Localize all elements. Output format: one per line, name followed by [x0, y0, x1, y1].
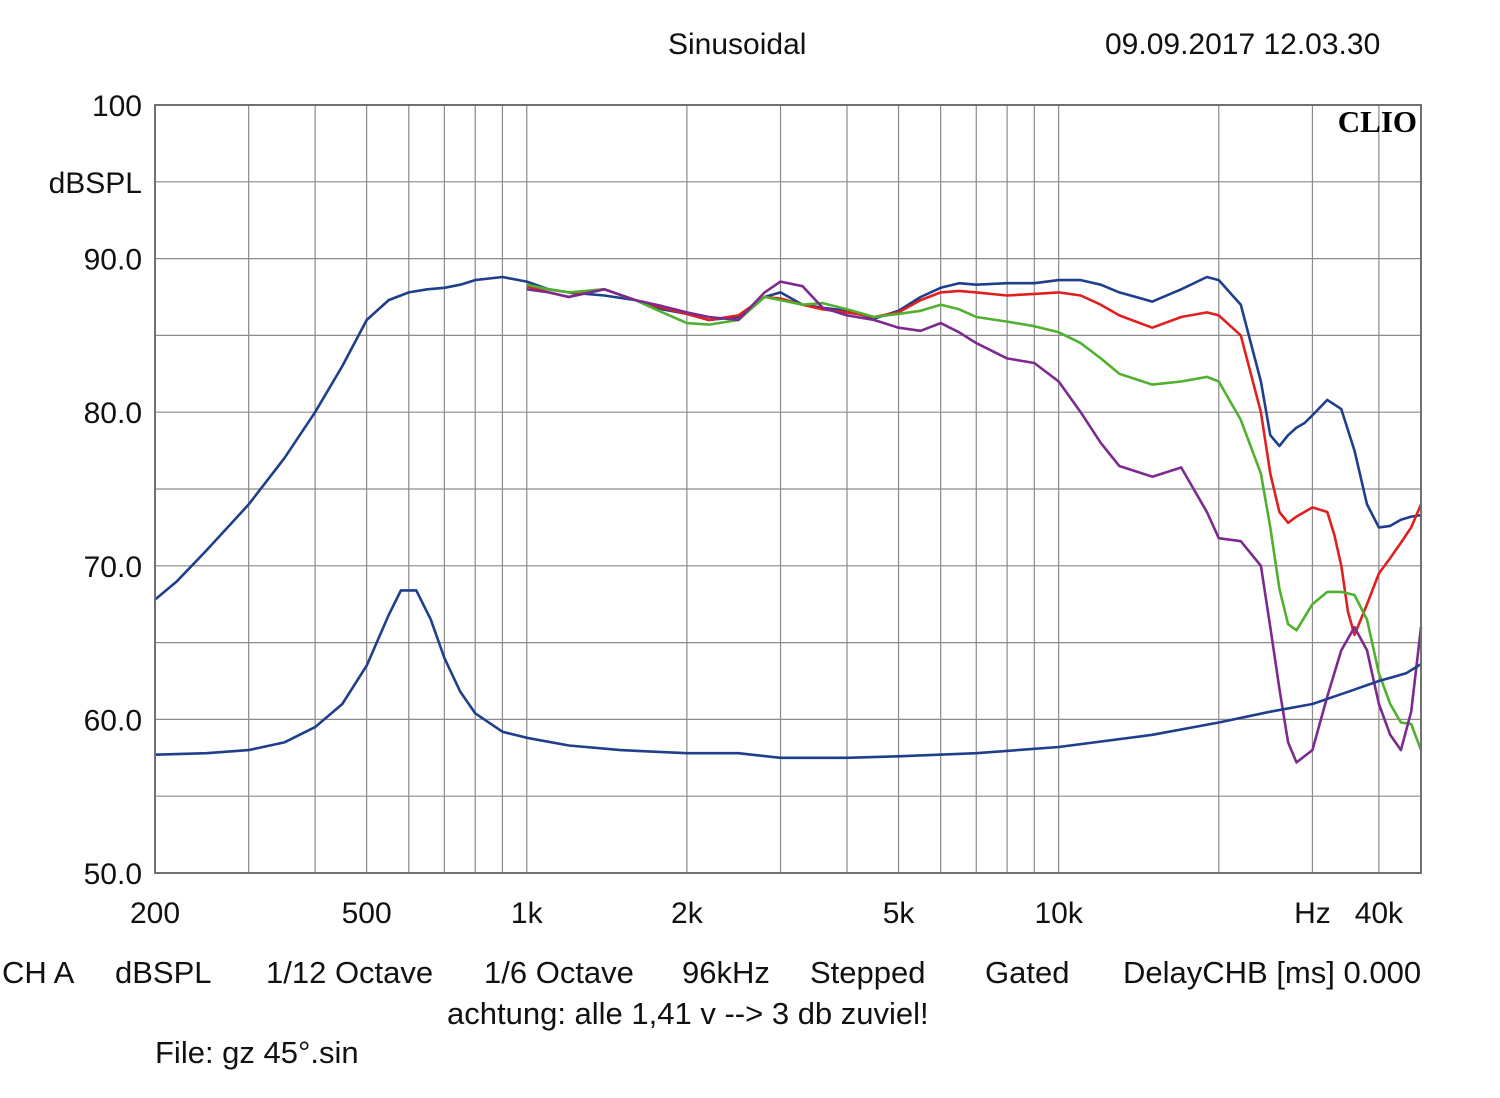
x-tick-label: 40k	[1355, 897, 1404, 930]
y-tick-label: 60.0	[84, 704, 142, 737]
settings-sweep: Stepped	[810, 955, 926, 990]
x-tick-label: 2k	[671, 897, 704, 930]
series-line-blue	[154, 275, 1422, 601]
y-tick-label: 80.0	[84, 397, 142, 430]
series-line-red	[526, 284, 1423, 637]
clio-logo: CLIO	[1338, 104, 1417, 139]
series-line-purple	[526, 280, 1423, 764]
settings-smoothing: 1/12 Octave	[266, 955, 434, 990]
series-line-impedance	[154, 589, 1422, 760]
x-tick-label: 5k	[883, 897, 916, 930]
settings-window: Gated	[985, 955, 1070, 990]
settings-unit: dBSPL	[115, 955, 212, 990]
x-tick-label: 10k	[1034, 897, 1083, 930]
series-line-green	[526, 283, 1423, 751]
x-tick-label: 200	[130, 897, 180, 930]
chart-series	[154, 275, 1423, 764]
x-tick-label: Hz	[1294, 897, 1331, 930]
x-tick-label: 500	[342, 897, 392, 930]
measurement-datetime: 09.09.2017 12.03.30	[1105, 28, 1381, 61]
plot-frame	[154, 104, 1422, 874]
y-tick-label: 90.0	[84, 244, 142, 277]
y-tick-label: 50.0	[84, 858, 142, 891]
file-name: File: gz 45°.sin	[155, 1035, 359, 1070]
settings-resolution: 1/6 Octave	[484, 955, 634, 990]
frequency-response-chart: 100 90.0 80.0 70.0 60.0 50.0 dBSPL 200 500 1k 2k 5k…	[49, 90, 1423, 930]
settings-channel: CH A	[2, 955, 75, 990]
measurement-note: achtung: alle 1,41 v --> 3 db zuviel!	[447, 996, 929, 1031]
y-tick-label: 100	[92, 90, 142, 123]
y-axis-label: dBSPL	[49, 167, 142, 200]
y-tick-label: 70.0	[84, 551, 142, 584]
chart-labels: 100 90.0 80.0 70.0 60.0 50.0 dBSPL 200 500 1k 2k 5k…	[49, 90, 1417, 930]
settings-samplerate: 96kHz	[682, 955, 770, 990]
x-tick-label: 1k	[511, 897, 544, 930]
chart-mode-label: Sinusoidal	[668, 28, 807, 61]
settings-delay: DelayCHB [ms] 0.000	[1123, 955, 1422, 990]
